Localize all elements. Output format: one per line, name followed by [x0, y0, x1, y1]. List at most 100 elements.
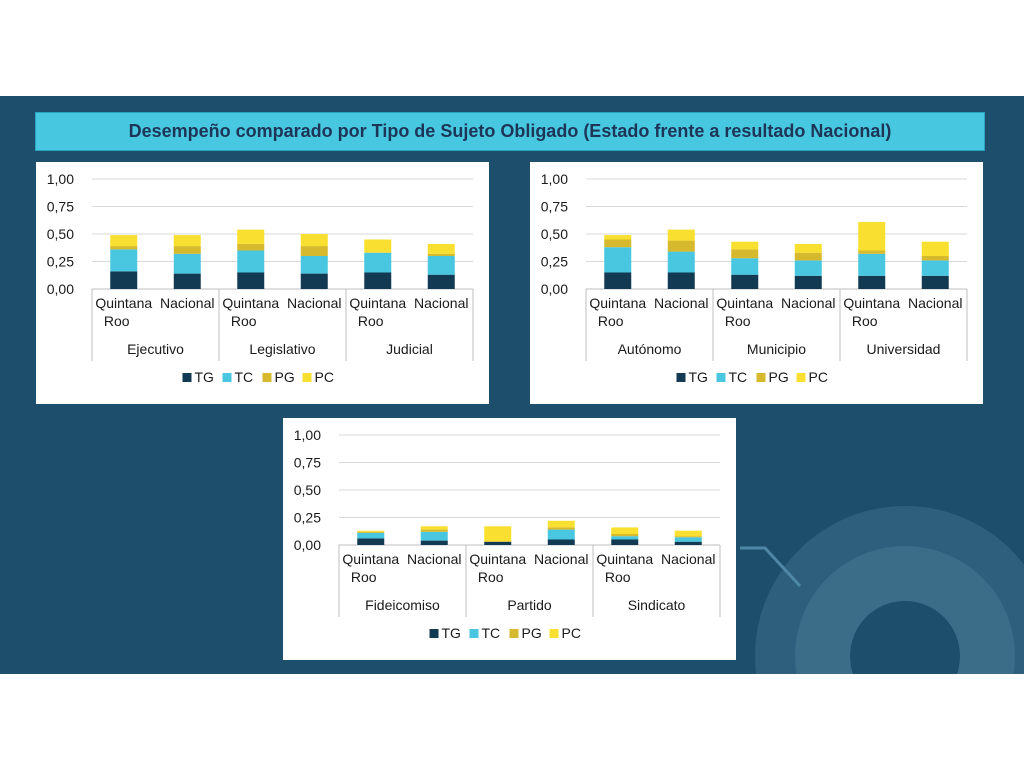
bar-segment-tc — [921, 260, 949, 276]
bar-segment-tg — [547, 539, 575, 545]
x-tick-label: Nacional — [781, 295, 835, 311]
legend-swatch-tg — [429, 629, 439, 638]
legend-label-tg: TG — [442, 625, 461, 641]
legend-label-tc: TC — [482, 625, 501, 641]
bar-segment-pc — [547, 520, 575, 528]
bar-segment-tc — [357, 532, 385, 539]
bar-segment-pg — [674, 536, 702, 538]
bar-segment-pg — [173, 246, 201, 254]
legend-label-pc: PC — [315, 369, 334, 385]
bar-segment-pc — [420, 526, 448, 530]
y-tick-label: 0,75 — [541, 199, 568, 215]
stacked-bar-chart-fideicomiso-partido-sindicato: 1,00 0,75 0,50 0,25 0,00 Quintana Roo Nacional Q… — [294, 427, 721, 641]
x-tick-label: Nacional — [654, 295, 708, 311]
bar-segment-tg — [921, 275, 949, 289]
bar-segment-tg — [300, 273, 328, 289]
legend-swatch-pc — [549, 629, 559, 638]
x-tick-label: Quintana — [596, 551, 653, 567]
bar-segment-pg — [110, 246, 138, 250]
legend-swatch-tc — [716, 373, 726, 382]
x-tick-label-line2: Roo — [104, 313, 130, 329]
bar-segment-tg — [858, 275, 886, 289]
y-tick-label: 0,50 — [294, 482, 321, 498]
group-label-ejecutivo: Ejecutivo — [127, 341, 184, 357]
bar-segment-tg — [237, 272, 265, 289]
x-tick-label: Quintana — [843, 295, 900, 311]
bar-segment-tc — [237, 250, 265, 273]
legend-swatch-tg — [182, 373, 192, 382]
legend-swatch-tc — [469, 629, 479, 638]
bar-segment-pg — [547, 527, 575, 530]
x-tick-label: Nacional — [534, 551, 588, 567]
bar-segment-tc — [173, 253, 201, 274]
bar-segment-pg — [237, 243, 265, 251]
bar-segment-pc — [921, 241, 949, 256]
bar-segment-pg — [357, 531, 385, 533]
bar-segment-pg — [731, 249, 759, 259]
stacked-bar-chart-autonomo-municipio-universidad: 1,00 0,75 0,50 0,25 0,00 Quintana Roo Nacional Q… — [541, 171, 968, 385]
x-tick-label: Quintana — [469, 551, 526, 567]
legend-swatch-pc — [796, 373, 806, 382]
bar-segment-tg — [364, 272, 392, 289]
stacked-bar-chart-ejecutivo-legislativo-judicial: 1,00 0,75 0,50 0,25 0,00 Quintana Roo Nacional Q… — [47, 171, 474, 385]
x-tick-label-line2: Roo — [605, 569, 631, 585]
bar-segment-tg — [420, 540, 448, 545]
legend-swatch-pc — [302, 373, 312, 382]
group-label-universidad: Universidad — [867, 341, 941, 357]
legend-swatch-pg — [262, 373, 272, 382]
bar-segment-tc — [300, 256, 328, 274]
bar-segment-pc — [427, 243, 455, 254]
bar-segment-tc — [731, 258, 759, 275]
y-tick-label: 0,25 — [294, 510, 321, 526]
y-tick-label: 0,00 — [47, 281, 74, 297]
x-tick-label: Quintana — [716, 295, 773, 311]
group-label-partido: Partido — [507, 597, 552, 613]
group-label-fideicomiso: Fideicomiso — [365, 597, 440, 613]
x-tick-label: Quintana — [222, 295, 279, 311]
bar-segment-tg — [173, 273, 201, 289]
bar-segment-tc — [611, 536, 639, 540]
slide-title-bar: Desempeño comparado por Tipo de Sujeto O… — [35, 112, 985, 151]
y-tick-label: 0,00 — [541, 281, 568, 297]
legend-label-pc: PC — [562, 625, 581, 641]
legend-swatch-pg — [509, 629, 519, 638]
bar-segment-pg — [611, 534, 639, 537]
x-tick-label-line2: Roo — [351, 569, 377, 585]
x-tick-label-line2: Roo — [478, 569, 504, 585]
y-tick-label: 0,25 — [47, 254, 74, 270]
bar-segment-pc — [674, 530, 702, 537]
bar-segment-tg — [357, 538, 385, 545]
bar-segment-pg — [300, 246, 328, 256]
legend-label-pg: PG — [275, 369, 295, 385]
x-tick-label: Nacional — [908, 295, 962, 311]
y-tick-label: 0,50 — [541, 226, 568, 242]
bar-segment-tc — [674, 537, 702, 542]
bar-segment-pc — [364, 239, 392, 253]
y-tick-label: 1,00 — [541, 171, 568, 187]
bar-segment-tg — [604, 272, 632, 289]
bar-segment-pg — [604, 239, 632, 248]
bar-segment-pc — [110, 235, 138, 247]
bar-segment-pc — [604, 235, 632, 240]
bar-segment-pg — [921, 256, 949, 261]
bar-segment-tc — [420, 531, 448, 541]
x-tick-label: Quintana — [342, 551, 399, 567]
legend-swatch-pg — [756, 373, 766, 382]
bar-segment-pg — [858, 250, 886, 254]
group-label-legislativo: Legislativo — [249, 341, 315, 357]
x-tick-label-line2: Roo — [358, 313, 384, 329]
x-tick-label-line2: Roo — [231, 313, 257, 329]
bar-segment-tg — [731, 274, 759, 289]
x-tick-label: Quintana — [349, 295, 406, 311]
bar-segment-pc — [731, 241, 759, 250]
x-tick-label: Nacional — [160, 295, 214, 311]
bar-segment-tc — [364, 252, 392, 273]
bar-segment-tc — [858, 253, 886, 276]
bar-segment-tc — [547, 529, 575, 540]
bar-segment-pc — [858, 221, 886, 251]
bar-segment-pg — [667, 240, 695, 252]
y-tick-label: 0,25 — [541, 254, 568, 270]
bar-segment-tg — [427, 274, 455, 289]
bar-segment-pc — [667, 229, 695, 241]
bar-segment-pg — [427, 253, 455, 256]
